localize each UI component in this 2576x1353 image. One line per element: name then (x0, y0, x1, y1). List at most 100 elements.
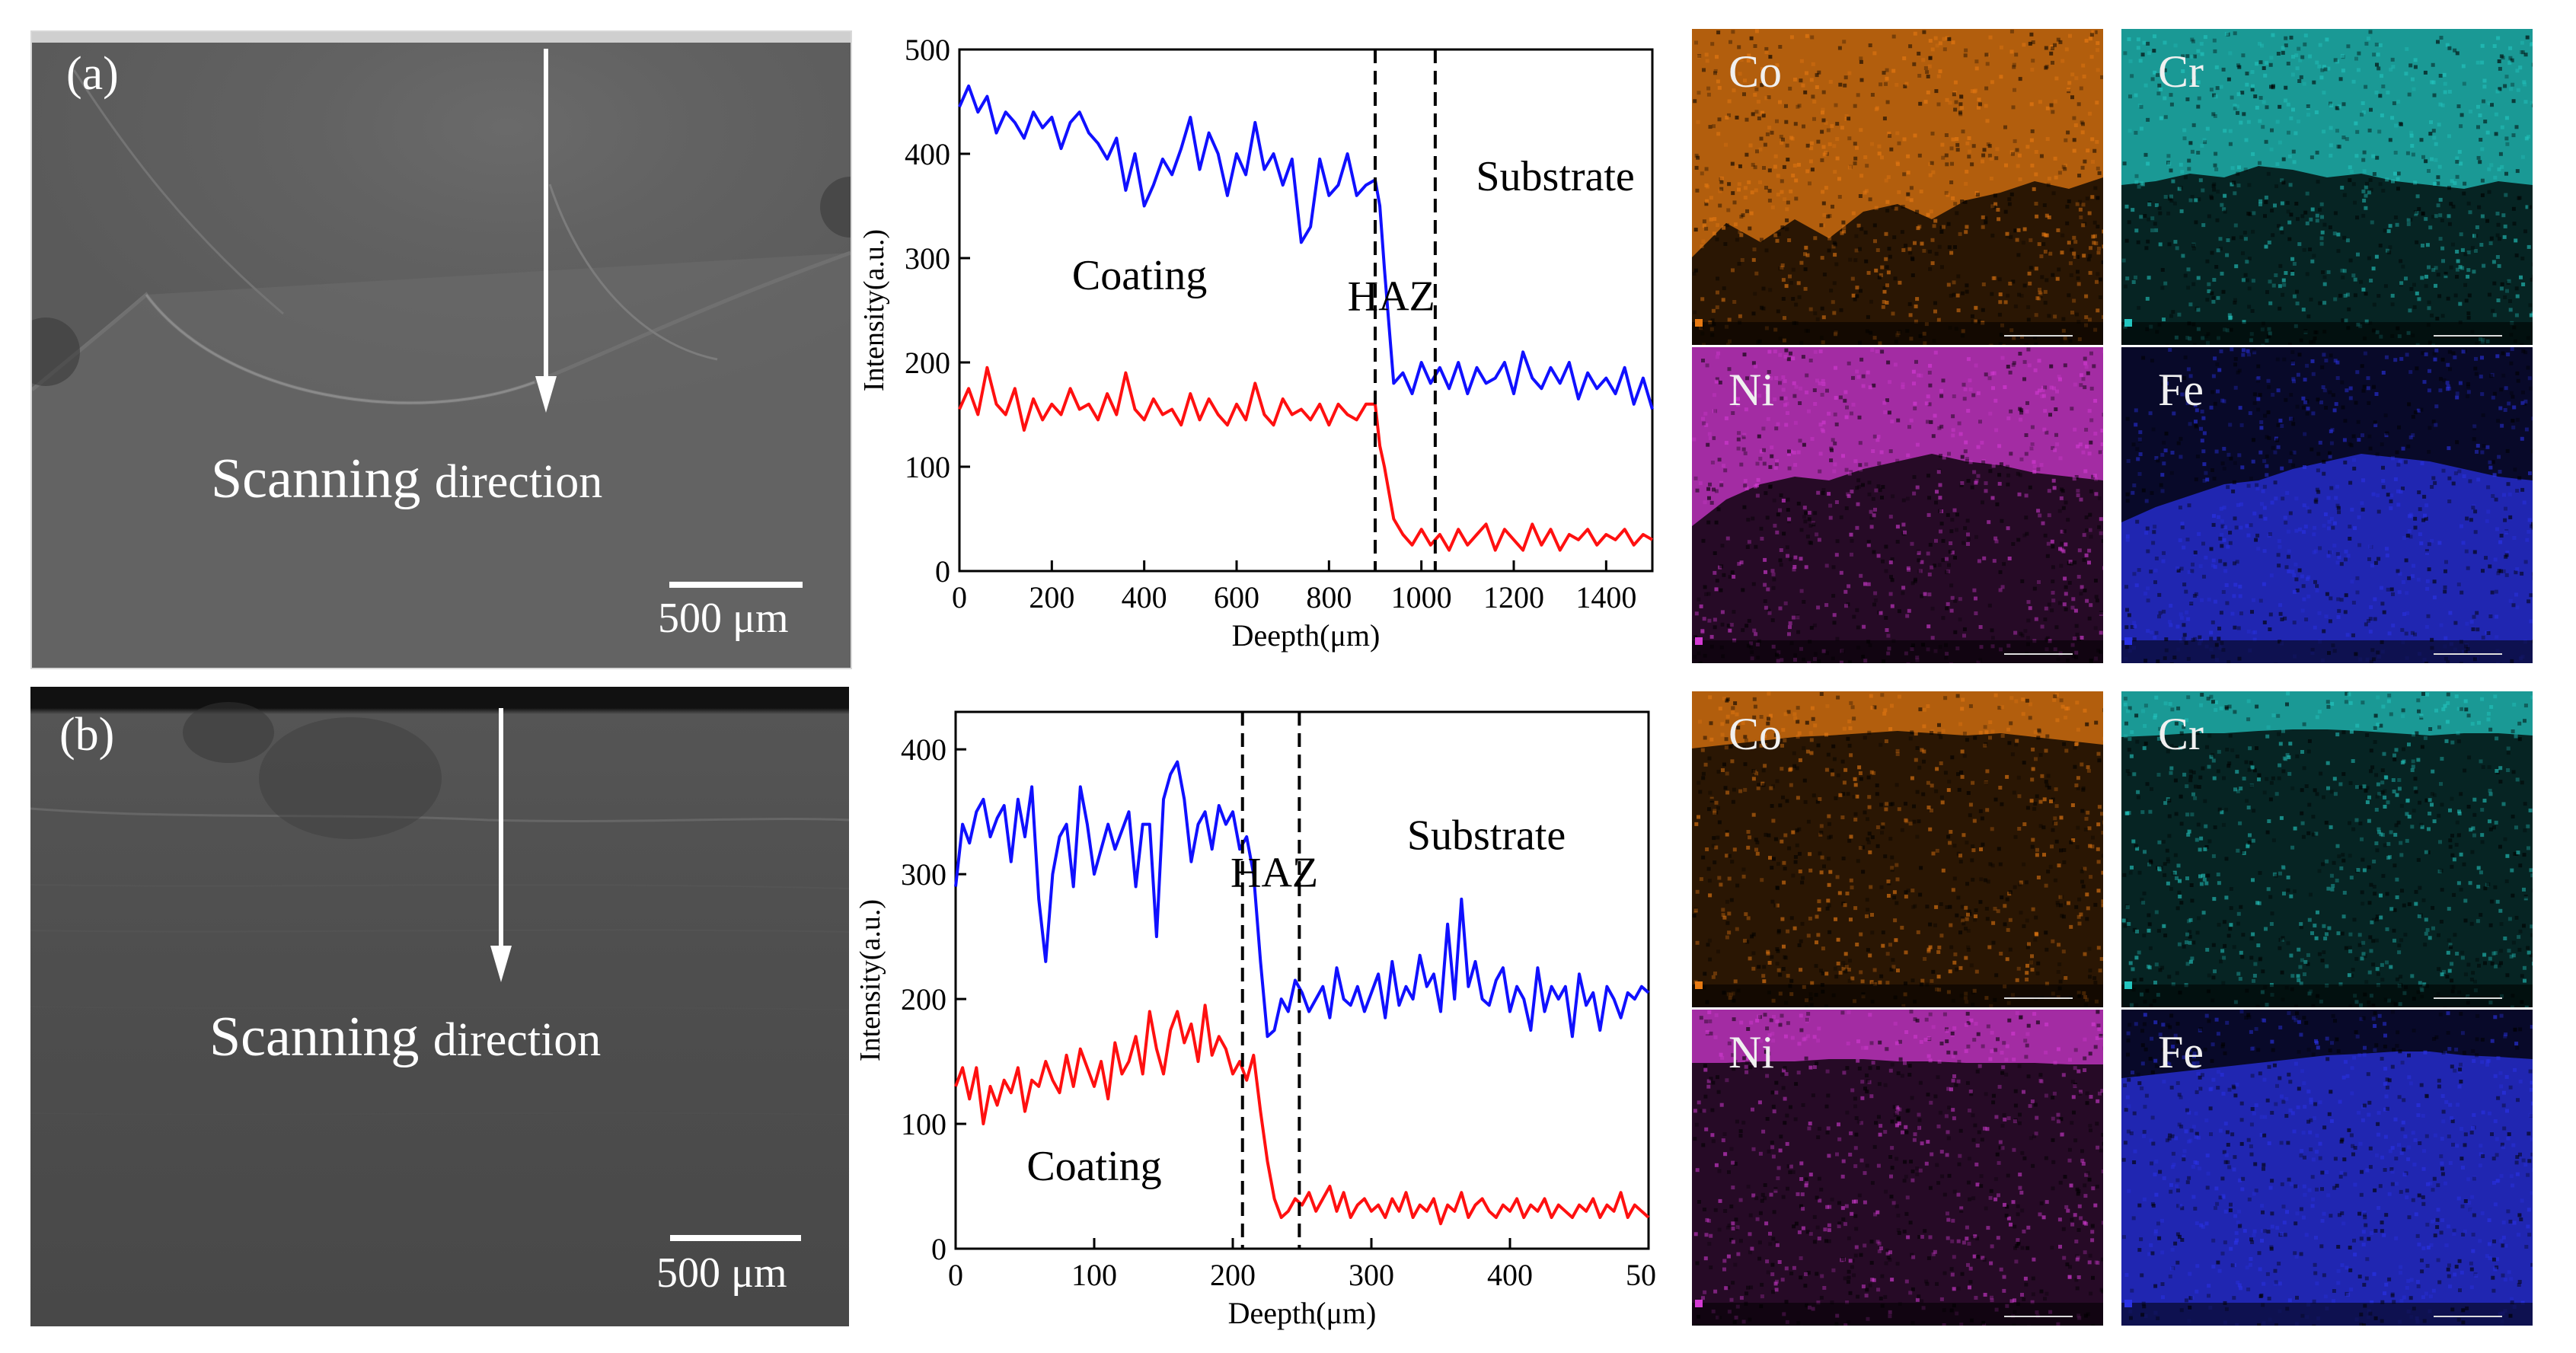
panel-label-b: (b) (59, 709, 115, 761)
y-tick-label: 200 (901, 982, 946, 1016)
eds-footer-bar (1692, 984, 2103, 1007)
region-annotation: HAZ (1348, 273, 1435, 321)
y-tick-label: 400 (901, 732, 946, 767)
eds-map-cr-a: Cr (2121, 29, 2533, 345)
eds-dots (2121, 1010, 2533, 1326)
y-tick-label: 300 (905, 241, 950, 276)
eds-background (2121, 691, 2533, 1007)
eds-map-co-a: Co (1692, 29, 2103, 345)
eds-map-image (1692, 1010, 2103, 1326)
y-axis-label: Intensity(a.u.) (858, 229, 890, 391)
eds-background (1692, 691, 2103, 1007)
eds-diffuse-layer (1692, 29, 2103, 345)
eds-footer-bar (2121, 640, 2533, 663)
eds-color-swatch (2124, 319, 2132, 327)
region-annotation: Coating (1072, 252, 1207, 299)
y-axis-label: Intensity(a.u.) (854, 899, 886, 1061)
region-annotation: Substrate (1476, 153, 1634, 200)
x-tick-label: 800 (1306, 580, 1352, 614)
eds-footer-bar (1692, 640, 2103, 663)
panel-label-a: (a) (66, 48, 119, 100)
y-tick-label: 0 (931, 1232, 946, 1266)
eds-enriched-region (2121, 1051, 2533, 1326)
scalebar-b (670, 1235, 801, 1241)
scalebar-a (669, 582, 803, 588)
scan-text-small-b: direction (433, 1014, 602, 1066)
y-tick-label: 500 (905, 33, 950, 67)
eds-diffuse-layer (2121, 691, 2533, 1007)
eds-color-swatch (2124, 981, 2132, 989)
plot-frame (954, 710, 1650, 1250)
eds-map-fe-a: Fe (2121, 347, 2533, 663)
region-annotation: HAZ (1231, 850, 1318, 897)
line-profile-chart-a: 0 200 400 600 800 1000 1200 1400 0 100 200 300 400 50… (858, 33, 1654, 653)
eds-map-ni-a: Ni (1692, 347, 2103, 663)
eds-diffuse-layer (2121, 347, 2533, 663)
x-tick-label: 1400 (1575, 580, 1636, 614)
line-profile-chart-b: 0 100 200 300 400 500 0 100 200 300 400 Deepth(μm) I… (854, 710, 1656, 1330)
y-tick-label: 100 (901, 1107, 946, 1141)
x-tick-label: 400 (1487, 1258, 1533, 1292)
scalebar-label-b: 500 μm (656, 1249, 787, 1297)
eds-map-image (2121, 29, 2533, 345)
eds-enriched-region (1692, 691, 2103, 748)
x-tick-label: 0 (952, 580, 967, 614)
eds-map-image (2121, 1010, 2533, 1326)
eds-map-fe-b: Fe (2121, 1010, 2533, 1326)
y-tick-label: 300 (901, 857, 946, 892)
x-tick-label: 1200 (1483, 580, 1544, 614)
eds-element-label: Cr (2158, 709, 2204, 759)
eds-map-image (1692, 347, 2103, 663)
eds-enriched-region (2121, 29, 2533, 189)
region-annotation: Coating (1026, 1143, 1161, 1190)
eds-color-swatch (2124, 637, 2132, 645)
eds-map-co-b: Co (1692, 691, 2103, 1007)
eds-color-swatch (1695, 637, 1703, 645)
eds-diffuse-layer (1692, 691, 2103, 1007)
eds-map-image (2121, 691, 2533, 1007)
eds-map-image (2121, 347, 2533, 663)
eds-footer-bar (2121, 1303, 2533, 1326)
eds-element-label: Ni (1729, 365, 1774, 415)
scan-text-small-a: direction (434, 456, 603, 508)
eds-footer-bar (1692, 322, 2103, 345)
x-tick-label: 100 (1071, 1258, 1117, 1292)
scan-direction-label-b: Scanning direction (209, 1005, 601, 1070)
eds-color-swatch (1695, 981, 1703, 989)
eds-enriched-region (1692, 347, 2103, 526)
x-tick-label: 200 (1210, 1258, 1256, 1292)
y-tick-label: 400 (905, 137, 950, 171)
scalebar-label-a: 500 μm (658, 595, 789, 642)
region-annotation: Substrate (1407, 812, 1566, 859)
x-tick-label: 300 (1349, 1258, 1394, 1292)
eds-element-label: Ni (1729, 1027, 1774, 1077)
x-axis-label: Deepth(μm) (1232, 618, 1381, 653)
eds-color-swatch (1695, 319, 1703, 327)
eds-diffuse-layer (2121, 29, 2533, 345)
y-tick-label: 0 (935, 554, 950, 589)
sem-image-a: (a) Scanning direction 500 μm (30, 30, 852, 669)
x-tick-label: 400 (1122, 580, 1167, 614)
eds-map-ni-b: Ni (1692, 1010, 2103, 1326)
eds-dots (1692, 29, 2103, 345)
eds-dots (2121, 30, 2533, 345)
x-tick-label: 200 (1029, 580, 1074, 614)
x-tick-label: 600 (1214, 580, 1259, 614)
scan-text-main-b: Scanning (209, 1006, 420, 1068)
scanning-arrow-b (490, 708, 512, 982)
eds-footer-bar (2121, 984, 2533, 1007)
plot-frame (958, 48, 1654, 573)
x-tick-label: 1000 (1391, 580, 1452, 614)
scan-direction-label-a: Scanning direction (211, 447, 602, 512)
series-line-red (954, 1004, 1650, 1226)
x-axis-label: Deepth(μm) (1228, 1296, 1377, 1330)
x-tick-label: 0 (948, 1258, 963, 1292)
eds-map-image (1692, 691, 2103, 1007)
eds-dots (1693, 1010, 2103, 1326)
eds-footer-bar (2121, 322, 2533, 345)
eds-dots (1692, 691, 2103, 1007)
eds-color-swatch (1695, 1300, 1703, 1307)
y-tick-label: 100 (905, 450, 950, 484)
eds-enriched-region (1692, 1010, 2103, 1064)
sem-texture-a (32, 32, 851, 668)
